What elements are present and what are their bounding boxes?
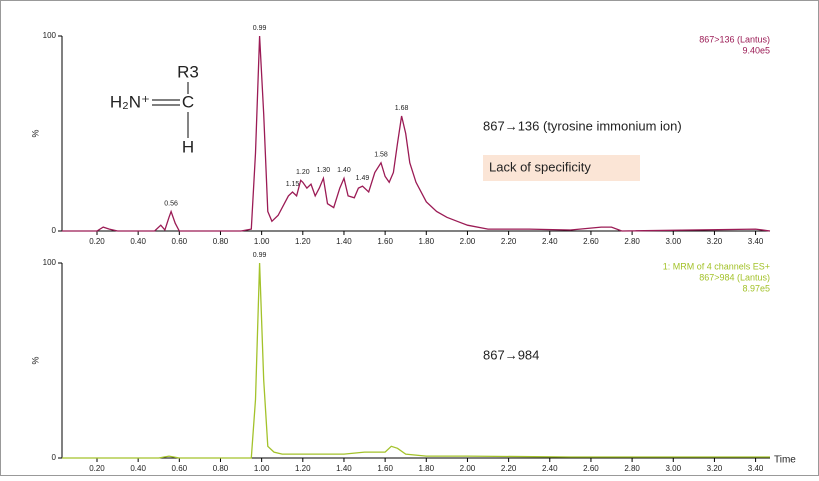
- trace: [62, 35, 771, 232]
- peak-label: 0.56: [164, 200, 178, 207]
- annotation: Lack of specificity: [489, 159, 591, 174]
- intensity-label: 8.97e5: [742, 283, 770, 293]
- highlight-box: [483, 155, 640, 181]
- x-tick-label: 2.40: [542, 464, 558, 473]
- x-tick-label: 2.40: [542, 237, 558, 246]
- x-tick-label: 2.20: [501, 237, 517, 246]
- y-tick-label: 0: [52, 453, 57, 462]
- peak-label: 0.99: [253, 252, 267, 259]
- peak-label: 1.40: [337, 167, 351, 174]
- x-tick-label: 3.40: [748, 237, 764, 246]
- channel-label: 1: MRM of 4 channels ES+: [663, 261, 770, 271]
- structure-label: H₂N⁺: [110, 92, 150, 111]
- x-tick-label: 0.80: [213, 237, 229, 246]
- x-tick-label: 0.20: [89, 237, 105, 246]
- x-tick-label: 3.20: [707, 237, 723, 246]
- x-tick-label: 0.20: [89, 464, 105, 473]
- legend-label: 867>984 (Lantus): [699, 272, 770, 282]
- x-tick-label: 3.20: [707, 464, 723, 473]
- y-axis-label: %: [30, 129, 40, 137]
- peak-label: 1.49: [356, 175, 370, 182]
- peak-label: 1.58: [374, 152, 388, 159]
- x-tick-label: 2.00: [460, 237, 476, 246]
- x-tick-label: 2.80: [624, 464, 640, 473]
- x-tick-label: 1.80: [419, 464, 435, 473]
- x-tick-label: 1.60: [377, 464, 393, 473]
- x-tick-label: 0.40: [130, 464, 146, 473]
- x-tick-label: 1.60: [377, 237, 393, 246]
- x-tick-label: 0.40: [130, 237, 146, 246]
- x-tick-label: 1.40: [336, 464, 352, 473]
- x-tick-label: 2.20: [501, 464, 517, 473]
- y-tick-label: 100: [43, 258, 57, 267]
- legend-label: 867>136 (Lantus): [699, 34, 770, 44]
- x-tick-label: 0.60: [172, 464, 188, 473]
- x-tick-label: 2.60: [583, 237, 599, 246]
- peak-label: 1.68: [395, 105, 409, 112]
- x-tick-label: 1.20: [295, 464, 311, 473]
- peak-label: 1.30: [317, 167, 331, 174]
- structure-label: R3: [177, 62, 199, 81]
- peak-label: 0.99: [253, 25, 267, 32]
- x-tick-label: 2.00: [460, 464, 476, 473]
- x-tick-label: 1.40: [336, 237, 352, 246]
- x-tick-label: 1.20: [295, 237, 311, 246]
- annotation: 867→136 (tyrosine immonium ion): [483, 118, 682, 133]
- y-axis-label: %: [30, 356, 40, 364]
- x-tick-label: 3.00: [665, 464, 681, 473]
- x-axis-label: Time: [774, 455, 796, 466]
- x-tick-label: 1.00: [254, 237, 270, 246]
- structure-label: C: [182, 92, 194, 111]
- x-tick-label: 3.40: [748, 464, 764, 473]
- annotation: 867→984: [483, 347, 539, 362]
- y-tick-label: 0: [52, 226, 57, 235]
- x-tick-label: 2.60: [583, 464, 599, 473]
- intensity-label: 9.40e5: [742, 45, 770, 55]
- peak-label: 1.15: [286, 181, 300, 188]
- peak-label: 1.20: [296, 169, 310, 176]
- x-tick-label: 3.00: [665, 237, 681, 246]
- y-tick-label: 100: [43, 31, 57, 40]
- trace: [62, 262, 770, 459]
- x-tick-label: 1.80: [419, 237, 435, 246]
- structure-bonds: [152, 82, 189, 138]
- x-tick-label: 0.60: [172, 237, 188, 246]
- structure-label: H: [182, 137, 194, 156]
- x-tick-label: 2.80: [624, 237, 640, 246]
- x-tick-label: 0.80: [213, 464, 229, 473]
- x-tick-label: 1.00: [254, 464, 270, 473]
